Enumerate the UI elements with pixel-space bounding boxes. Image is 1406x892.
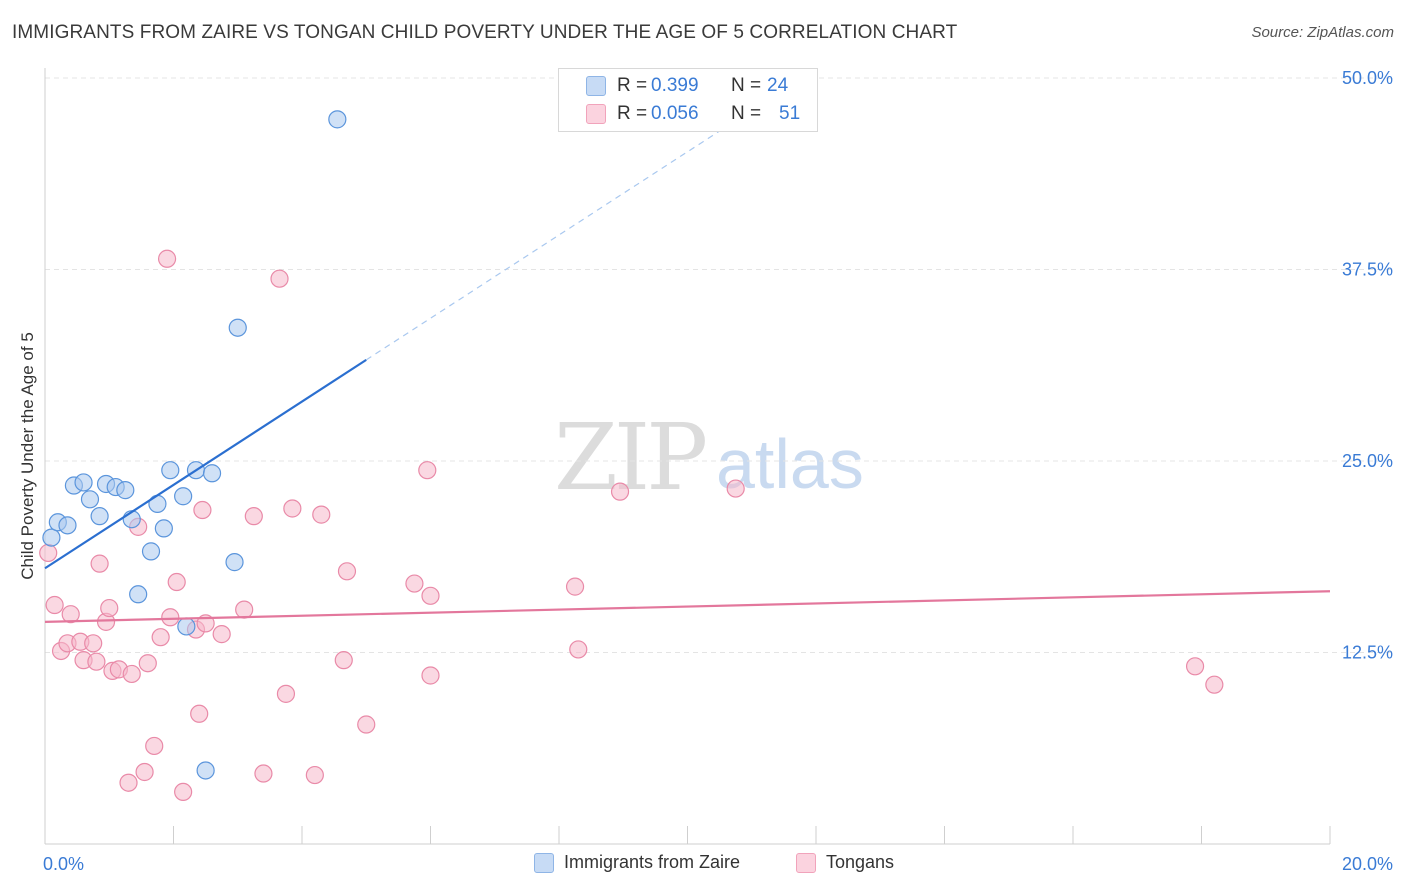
r-value: 0.399 (651, 75, 699, 96)
zaire-swatch (586, 76, 606, 96)
y-tick-label: 50.0% (1342, 68, 1393, 88)
tongan-point (337, 562, 357, 581)
zaire-trendline-extension (365, 109, 753, 361)
zaire-trendline (44, 358, 367, 570)
source-credit: Source: ZipAtlas.com (1251, 24, 1394, 41)
tongan-point (138, 654, 157, 673)
tongan-point (357, 715, 376, 734)
zaire-point (154, 519, 173, 538)
tongan-point (235, 600, 254, 619)
zaire-point (225, 553, 244, 572)
tongan-point (565, 577, 585, 596)
x-tick-label: 20.0% (1342, 854, 1393, 874)
tongan-point (1185, 657, 1205, 676)
zaire-point (141, 542, 161, 561)
zaire-point (90, 507, 109, 526)
watermark-zip: ZIP (554, 404, 708, 511)
zaire-swatch (534, 852, 554, 873)
tongan-point (418, 461, 437, 480)
tongan-point (421, 666, 440, 685)
n-value: 51 (779, 103, 801, 124)
tongan-point (119, 773, 138, 792)
zaire-point (161, 461, 180, 480)
r-label: R = (617, 103, 648, 124)
legend-label-zaire: Immigrants from Zaire (564, 852, 741, 872)
tongan-point (100, 598, 119, 618)
tongan-point (270, 269, 289, 288)
tongan-point (610, 482, 630, 501)
tongan-point (276, 684, 296, 703)
tongan-point (1205, 675, 1224, 694)
tongan-point (212, 625, 231, 644)
zaire-point (42, 528, 61, 547)
tongan-point (312, 505, 331, 524)
tongan-point (157, 249, 177, 268)
tongan-point (90, 554, 109, 573)
tongan-point (45, 595, 64, 615)
tongan-point (167, 572, 186, 592)
zaire-point (129, 585, 148, 604)
tongan-point (87, 652, 106, 671)
y-axis-label: Child Poverty Under the Age of 5 (18, 332, 37, 580)
r-value: 0.056 (651, 103, 699, 124)
tongan-point (305, 765, 324, 785)
tongan-point (283, 499, 302, 518)
tongan-point (193, 500, 212, 520)
tongan-point (151, 628, 170, 647)
zaire-point (74, 473, 93, 492)
tongan-swatch (586, 104, 606, 124)
tongan-point (190, 704, 209, 723)
y-tick-label: 25.0% (1342, 451, 1393, 471)
tongan-point (569, 640, 588, 659)
tongan-point (145, 736, 164, 756)
x-tick-label: 0.0% (43, 854, 84, 874)
legend-item-zaire[interactable]: Immigrants from Zaire (534, 852, 740, 873)
legend-label-tongans: Tongans (826, 852, 895, 872)
n-label: N = (731, 75, 762, 96)
zaire-point (196, 761, 215, 780)
tongan-point (254, 764, 273, 783)
tongan-point (334, 651, 353, 670)
chart-title: IMMIGRANTS FROM ZAIRE VS TONGAN CHILD PO… (12, 22, 958, 43)
zaire-point (228, 318, 247, 337)
zaire-point (116, 481, 135, 500)
y-tick-label: 37.5% (1342, 260, 1393, 280)
tongan-point (244, 507, 263, 526)
tongan-swatch (796, 852, 816, 873)
zaire-point (58, 516, 77, 535)
tongan-point (405, 574, 424, 593)
n-label: N = (731, 103, 762, 124)
tongan-point (421, 586, 440, 605)
zaire-point (328, 110, 347, 129)
tongan-point (174, 782, 193, 802)
zaire-point (174, 487, 193, 506)
tongan-point (161, 608, 180, 627)
tongan-point (135, 762, 154, 782)
series-legend: Immigrants from Zaire Tongans (0, 852, 1406, 878)
legend-item-tongans[interactable]: Tongans (796, 852, 894, 873)
zaire-point (80, 490, 100, 509)
r-label: R = (617, 75, 648, 96)
tongan-point (61, 605, 80, 624)
n-value: 24 (767, 75, 789, 96)
tongan-point (84, 634, 103, 653)
zaire-point (202, 464, 222, 483)
stats-legend: R = 0.399 N = 24 R = 0.056 N = 51 (558, 68, 818, 132)
tongan-point (122, 664, 141, 684)
tongan-point (726, 479, 745, 498)
y-tick-label: 12.5% (1342, 643, 1393, 663)
zaire-point (177, 617, 196, 636)
tongan-trendline (44, 590, 1331, 623)
tongan-point (39, 543, 58, 563)
